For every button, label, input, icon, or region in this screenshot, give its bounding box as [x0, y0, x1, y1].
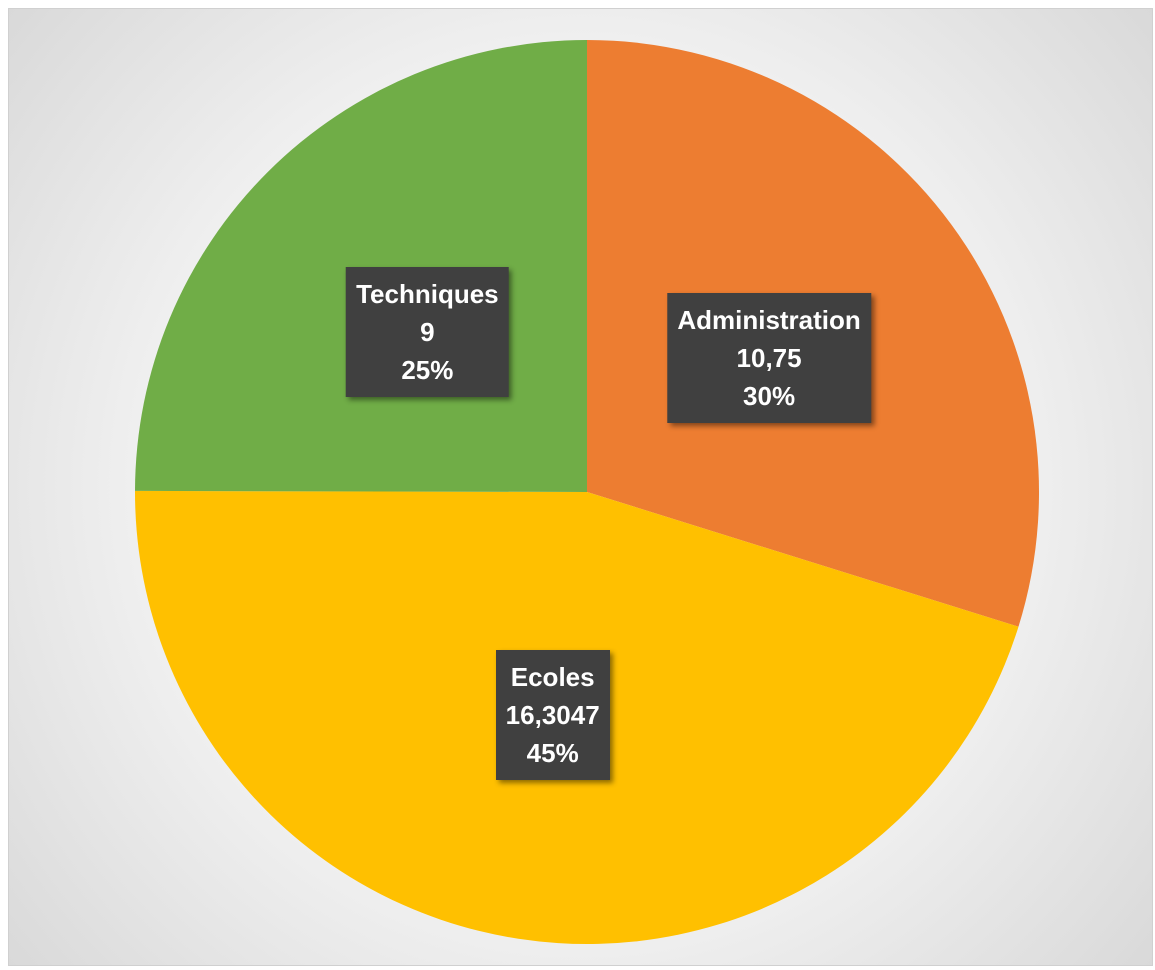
label-value: 9	[420, 317, 435, 347]
label-category: Ecoles	[510, 662, 595, 693]
data-label: Techniques 9 25%	[346, 267, 509, 397]
label-percent: 30%	[743, 381, 796, 412]
pie-slice	[135, 40, 587, 492]
chart	[135, 40, 1039, 944]
data-label: Administration 10,75 30%	[667, 293, 871, 424]
label-percent: 25%	[401, 355, 454, 385]
chart-area: Administration 10,75 30% Ecoles 16,3047 45% Te…	[8, 8, 1153, 966]
data-label: Ecoles 16,3047 45%	[495, 650, 610, 781]
label-value: 16,3047	[505, 700, 600, 731]
label-category: Administration	[677, 305, 861, 336]
label-value: 10,75	[736, 343, 802, 374]
label-category: Techniques	[356, 279, 499, 309]
label-percent: 45%	[526, 738, 579, 769]
